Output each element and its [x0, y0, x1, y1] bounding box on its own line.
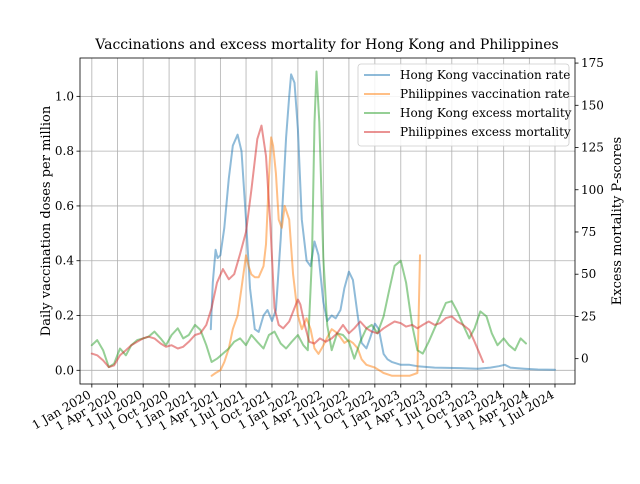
- y-axis-left-title: Daily vaccination doses per million: [39, 105, 54, 336]
- y-axis-right: 0 25 50 75 100 125 150 175: [575, 56, 604, 366]
- y-left-tick-label: 0.2: [55, 309, 74, 323]
- y-left-tick-label: 0.8: [55, 144, 74, 158]
- y-axis-right-title: Excess mortality P-scores: [610, 137, 625, 305]
- y-left-tick-label: 0.6: [55, 199, 74, 213]
- legend-label: Hong Kong vaccination rate: [400, 68, 570, 82]
- legend-box: [357, 63, 570, 147]
- y-right-tick-label: 125: [581, 141, 604, 155]
- legend-label: Philippines excess mortality: [400, 125, 571, 139]
- series-line: [90, 124, 485, 369]
- y-left-tick-label: 0.0: [55, 363, 74, 377]
- series-group: [90, 70, 556, 377]
- y-right-tick-label: 50: [581, 267, 596, 281]
- y-right-tick-label: 100: [581, 183, 604, 197]
- chart-title: Vaccinations and excess mortality for Ho…: [94, 37, 558, 53]
- y-right-tick-label: 0: [581, 352, 589, 366]
- y-right-tick-label: 25: [581, 309, 596, 323]
- legend-label: Hong Kong excess mortality: [400, 106, 572, 120]
- series-line: [209, 73, 556, 371]
- y-right-tick-label: 75: [581, 225, 596, 239]
- y-right-tick-label: 175: [581, 56, 604, 70]
- y-right-tick-label: 150: [581, 98, 604, 112]
- series-line: [90, 70, 527, 369]
- y-left-tick-label: 0.4: [55, 254, 74, 268]
- legend: Hong Kong vaccination rate Philippines va…: [357, 63, 572, 147]
- y-left-tick-label: 1.0: [55, 89, 74, 103]
- plot-frame: [79, 57, 576, 385]
- y-axis-left: 0.0 0.2 0.4 0.6 0.8 1.0: [55, 89, 80, 377]
- legend-label: Philippines vaccination rate: [400, 87, 570, 101]
- series-line: [210, 136, 421, 377]
